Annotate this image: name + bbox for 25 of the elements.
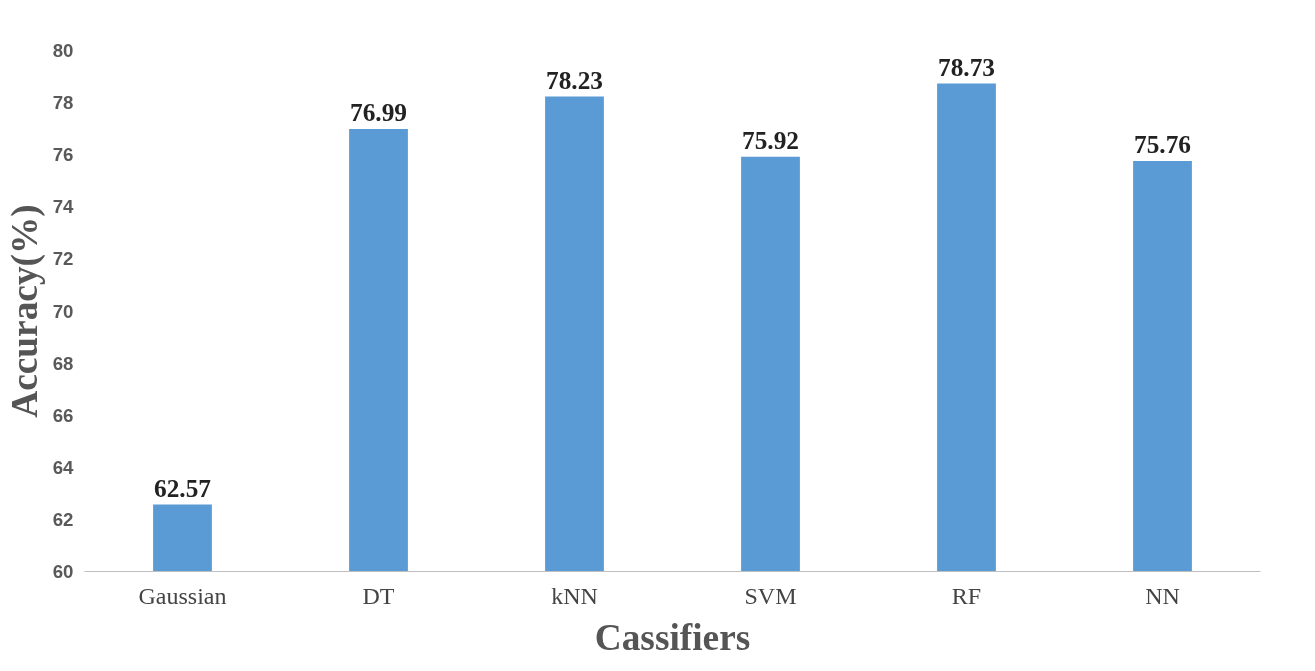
y-tick-label: 72	[52, 248, 74, 270]
data-label: 76.99	[350, 97, 408, 126]
y-tick-label: 68	[52, 352, 74, 374]
data-label: 75.92	[742, 125, 800, 154]
x-tick-label: RF	[951, 582, 982, 609]
data-label: 78.73	[938, 52, 996, 81]
x-axis-title: Cassifiers	[594, 616, 751, 658]
x-tick-label: NN	[1145, 582, 1180, 609]
x-tick-label: kNN	[551, 582, 598, 609]
y-tick-label: 74	[52, 196, 75, 218]
x-tick-label: DT	[362, 582, 395, 609]
y-tick-label: 80	[52, 40, 74, 61]
y-tick-label: 66	[52, 404, 74, 426]
x-tick-label: SVM	[744, 582, 797, 609]
y-tick-label: 60	[52, 561, 74, 582]
data-label: 75.76	[1134, 129, 1192, 158]
data-label: 78.23	[546, 65, 604, 94]
y-tick-label: 70	[52, 300, 74, 322]
y-tick-label: 78	[52, 92, 74, 114]
y-tick-label: 64	[52, 456, 75, 478]
y-axis-title: Accuracy(%)	[3, 204, 46, 418]
data-label: 62.57	[154, 473, 212, 502]
x-tick-label: Gaussian	[138, 582, 227, 609]
y-tick-label: 76	[52, 144, 74, 166]
y-tick-label: 62	[52, 508, 74, 530]
